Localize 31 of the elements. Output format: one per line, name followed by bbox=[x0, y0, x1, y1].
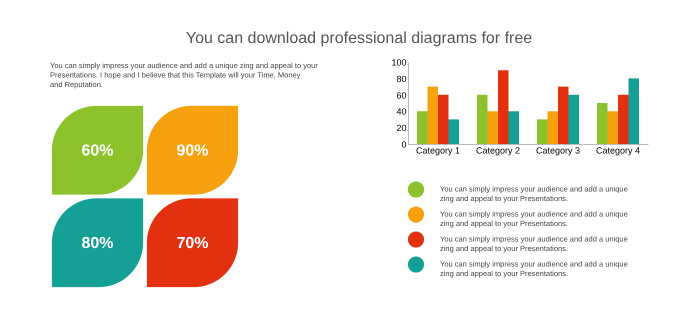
text: 70% bbox=[176, 234, 209, 252]
bar bbox=[558, 86, 568, 144]
text: 90% bbox=[176, 142, 209, 160]
bar bbox=[438, 94, 448, 144]
x-tick-label: Category 4 bbox=[596, 146, 640, 156]
y-tick-label: 0 bbox=[401, 140, 406, 150]
bar bbox=[448, 119, 459, 144]
y-tick-label: 20 bbox=[396, 123, 406, 134]
bar bbox=[548, 111, 558, 144]
bar bbox=[477, 94, 488, 144]
y-tick-label: 40 bbox=[396, 106, 406, 117]
bar bbox=[428, 86, 438, 144]
bar bbox=[608, 111, 618, 144]
text: You can download professional diagrams for free bbox=[186, 30, 532, 47]
bar bbox=[597, 103, 608, 144]
x-tick-label: Category 1 bbox=[416, 146, 460, 156]
bar bbox=[568, 94, 579, 144]
x-tick-label: Category 3 bbox=[536, 146, 580, 156]
y-tick-label: 100 bbox=[391, 58, 406, 68]
text: 80% bbox=[81, 234, 114, 252]
bar bbox=[537, 119, 548, 144]
bar bbox=[628, 78, 639, 144]
y-tick-label: 80 bbox=[396, 74, 406, 84]
x-tick-label: Category 2 bbox=[476, 146, 520, 156]
bar bbox=[488, 111, 498, 144]
bar bbox=[417, 111, 428, 144]
text: 60% bbox=[81, 142, 114, 160]
bar bbox=[508, 111, 519, 144]
y-tick-label: 60 bbox=[396, 90, 406, 100]
bar bbox=[618, 94, 628, 144]
bar bbox=[498, 70, 508, 144]
